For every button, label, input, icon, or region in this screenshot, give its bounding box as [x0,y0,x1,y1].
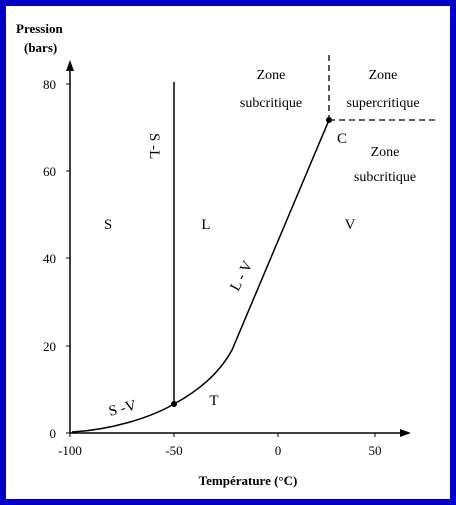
critical-point-label: C [337,131,347,147]
region-vapor-label: V [345,217,356,233]
y-tick-label: 80 [43,77,56,92]
x-axis-title: Température (°C) [199,473,298,488]
x-tick-label: 0 [275,443,282,458]
zone-subcritical-top-label: Zone [257,68,286,83]
diagram-frame: 0 20 40 60 80 -100 -50 0 50 Pression (ba… [6,6,450,499]
zone-supercritical-label: Zone [369,68,398,83]
y-tick-label: 20 [43,339,56,354]
triple-point-marker [171,401,177,407]
sublimation-vaporization-curve [71,119,330,433]
y-axis-title: Pression [16,21,63,36]
y-tick-label: 60 [43,164,56,179]
x-ticks [69,433,376,437]
y-tick-label: 0 [50,426,57,441]
liquid-vapor-label: L - V [227,258,256,294]
x-tick-label: 50 [369,443,382,458]
y-axis-title-unit: (bars) [24,40,57,55]
x-tick-label: -100 [58,443,82,458]
critical-point-marker [326,117,332,123]
y-ticks [66,83,70,434]
zone-supercritical-label: supercritique [346,96,419,111]
solid-liquid-label: S -L [146,133,162,159]
y-tick-label: 40 [43,251,56,266]
zone-subcritical-top-label: subcritique [240,96,302,111]
x-tick-label: -50 [165,443,182,458]
zone-subcritical-right-label: subcritique [354,170,416,185]
x-axis-arrow [400,429,411,437]
zone-subcritical-right-label: Zone [371,145,400,160]
triple-point-label: T [209,393,218,409]
region-solid-label: S [104,217,112,233]
region-liquid-label: L [201,217,210,233]
y-axis-arrow [66,60,74,71]
solid-vapor-label: S -V [107,398,138,420]
